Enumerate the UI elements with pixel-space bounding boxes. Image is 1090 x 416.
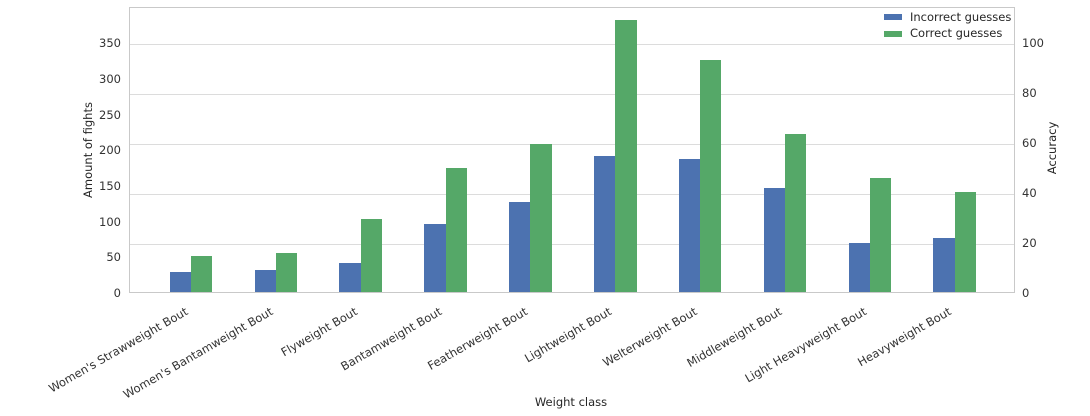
legend-label: Incorrect guesses bbox=[910, 9, 1012, 24]
gridline-60 bbox=[129, 143, 1014, 145]
y-right-tick-20: 20 bbox=[1022, 236, 1037, 251]
y-left-tick-100: 100 bbox=[99, 214, 121, 229]
bar-correct-3 bbox=[445, 167, 467, 292]
y-left-tick-50: 50 bbox=[106, 250, 121, 265]
bar-incorrect-6 bbox=[678, 159, 701, 292]
x-axis-title: Weight class bbox=[534, 395, 608, 409]
bar-correct-1 bbox=[275, 252, 298, 292]
bar-incorrect-3 bbox=[424, 223, 446, 292]
gridline-40 bbox=[129, 193, 1014, 195]
y-right-tick-0: 0 bbox=[1022, 286, 1030, 300]
legend: Incorrect guesses Correct guesses bbox=[884, 9, 1011, 42]
bar-incorrect-7 bbox=[763, 187, 785, 292]
bar-correct-6 bbox=[700, 60, 722, 292]
bar-correct-9 bbox=[954, 192, 976, 292]
y-right-tick-80: 80 bbox=[1022, 86, 1037, 101]
bar-incorrect-9 bbox=[933, 238, 955, 292]
y-axis-right-title: Accuracy bbox=[1045, 121, 1059, 175]
bar-correct-5 bbox=[615, 20, 637, 292]
legend-item-correct: Correct guesses bbox=[884, 26, 1011, 43]
y-right-tick-100: 100 bbox=[1022, 36, 1044, 51]
y-left-tick-150: 150 bbox=[99, 178, 121, 193]
x-category-label: Welterweight Bout bbox=[599, 304, 700, 370]
y-left-tick-300: 300 bbox=[99, 71, 121, 86]
y-right-tick-40: 40 bbox=[1022, 186, 1037, 201]
y-left-tick-0: 0 bbox=[113, 286, 121, 300]
legend-swatch-icon bbox=[884, 14, 902, 21]
x-category-label: Heavyweight Bout bbox=[855, 304, 954, 370]
bar-incorrect-2 bbox=[339, 262, 361, 292]
bar-correct-7 bbox=[784, 134, 807, 292]
x-category-9: Heavyweight Bout bbox=[0, 300, 953, 369]
x-category-label: Women's Strawweight Bout bbox=[45, 304, 191, 396]
bar-incorrect-4 bbox=[509, 202, 531, 292]
bar-incorrect-0 bbox=[169, 272, 191, 292]
y-left-tick-350: 350 bbox=[99, 36, 121, 51]
legend-label: Correct guesses bbox=[910, 26, 1003, 40]
y-left-tick-250: 250 bbox=[99, 107, 121, 122]
bar-correct-8 bbox=[869, 177, 892, 292]
gridline-80 bbox=[129, 93, 1014, 95]
bar-correct-2 bbox=[360, 218, 382, 292]
gridline-100 bbox=[129, 43, 1014, 45]
bar-correct-4 bbox=[530, 143, 552, 292]
bar-incorrect-8 bbox=[848, 243, 870, 292]
legend-item-incorrect: Incorrect guesses bbox=[884, 9, 1011, 26]
gridline-20 bbox=[129, 243, 1014, 245]
legend-swatch-icon bbox=[884, 30, 902, 37]
y-axis-left-title: Amount of fights bbox=[81, 102, 95, 198]
y-left-tick-200: 200 bbox=[99, 143, 121, 158]
y-right-tick-60: 60 bbox=[1022, 136, 1037, 151]
plot-area bbox=[128, 6, 1015, 293]
bar-incorrect-1 bbox=[254, 269, 276, 292]
x-category-label: Women's Bantamweight Bout bbox=[120, 304, 275, 402]
bar-incorrect-5 bbox=[593, 155, 616, 292]
bar-correct-0 bbox=[191, 256, 213, 292]
